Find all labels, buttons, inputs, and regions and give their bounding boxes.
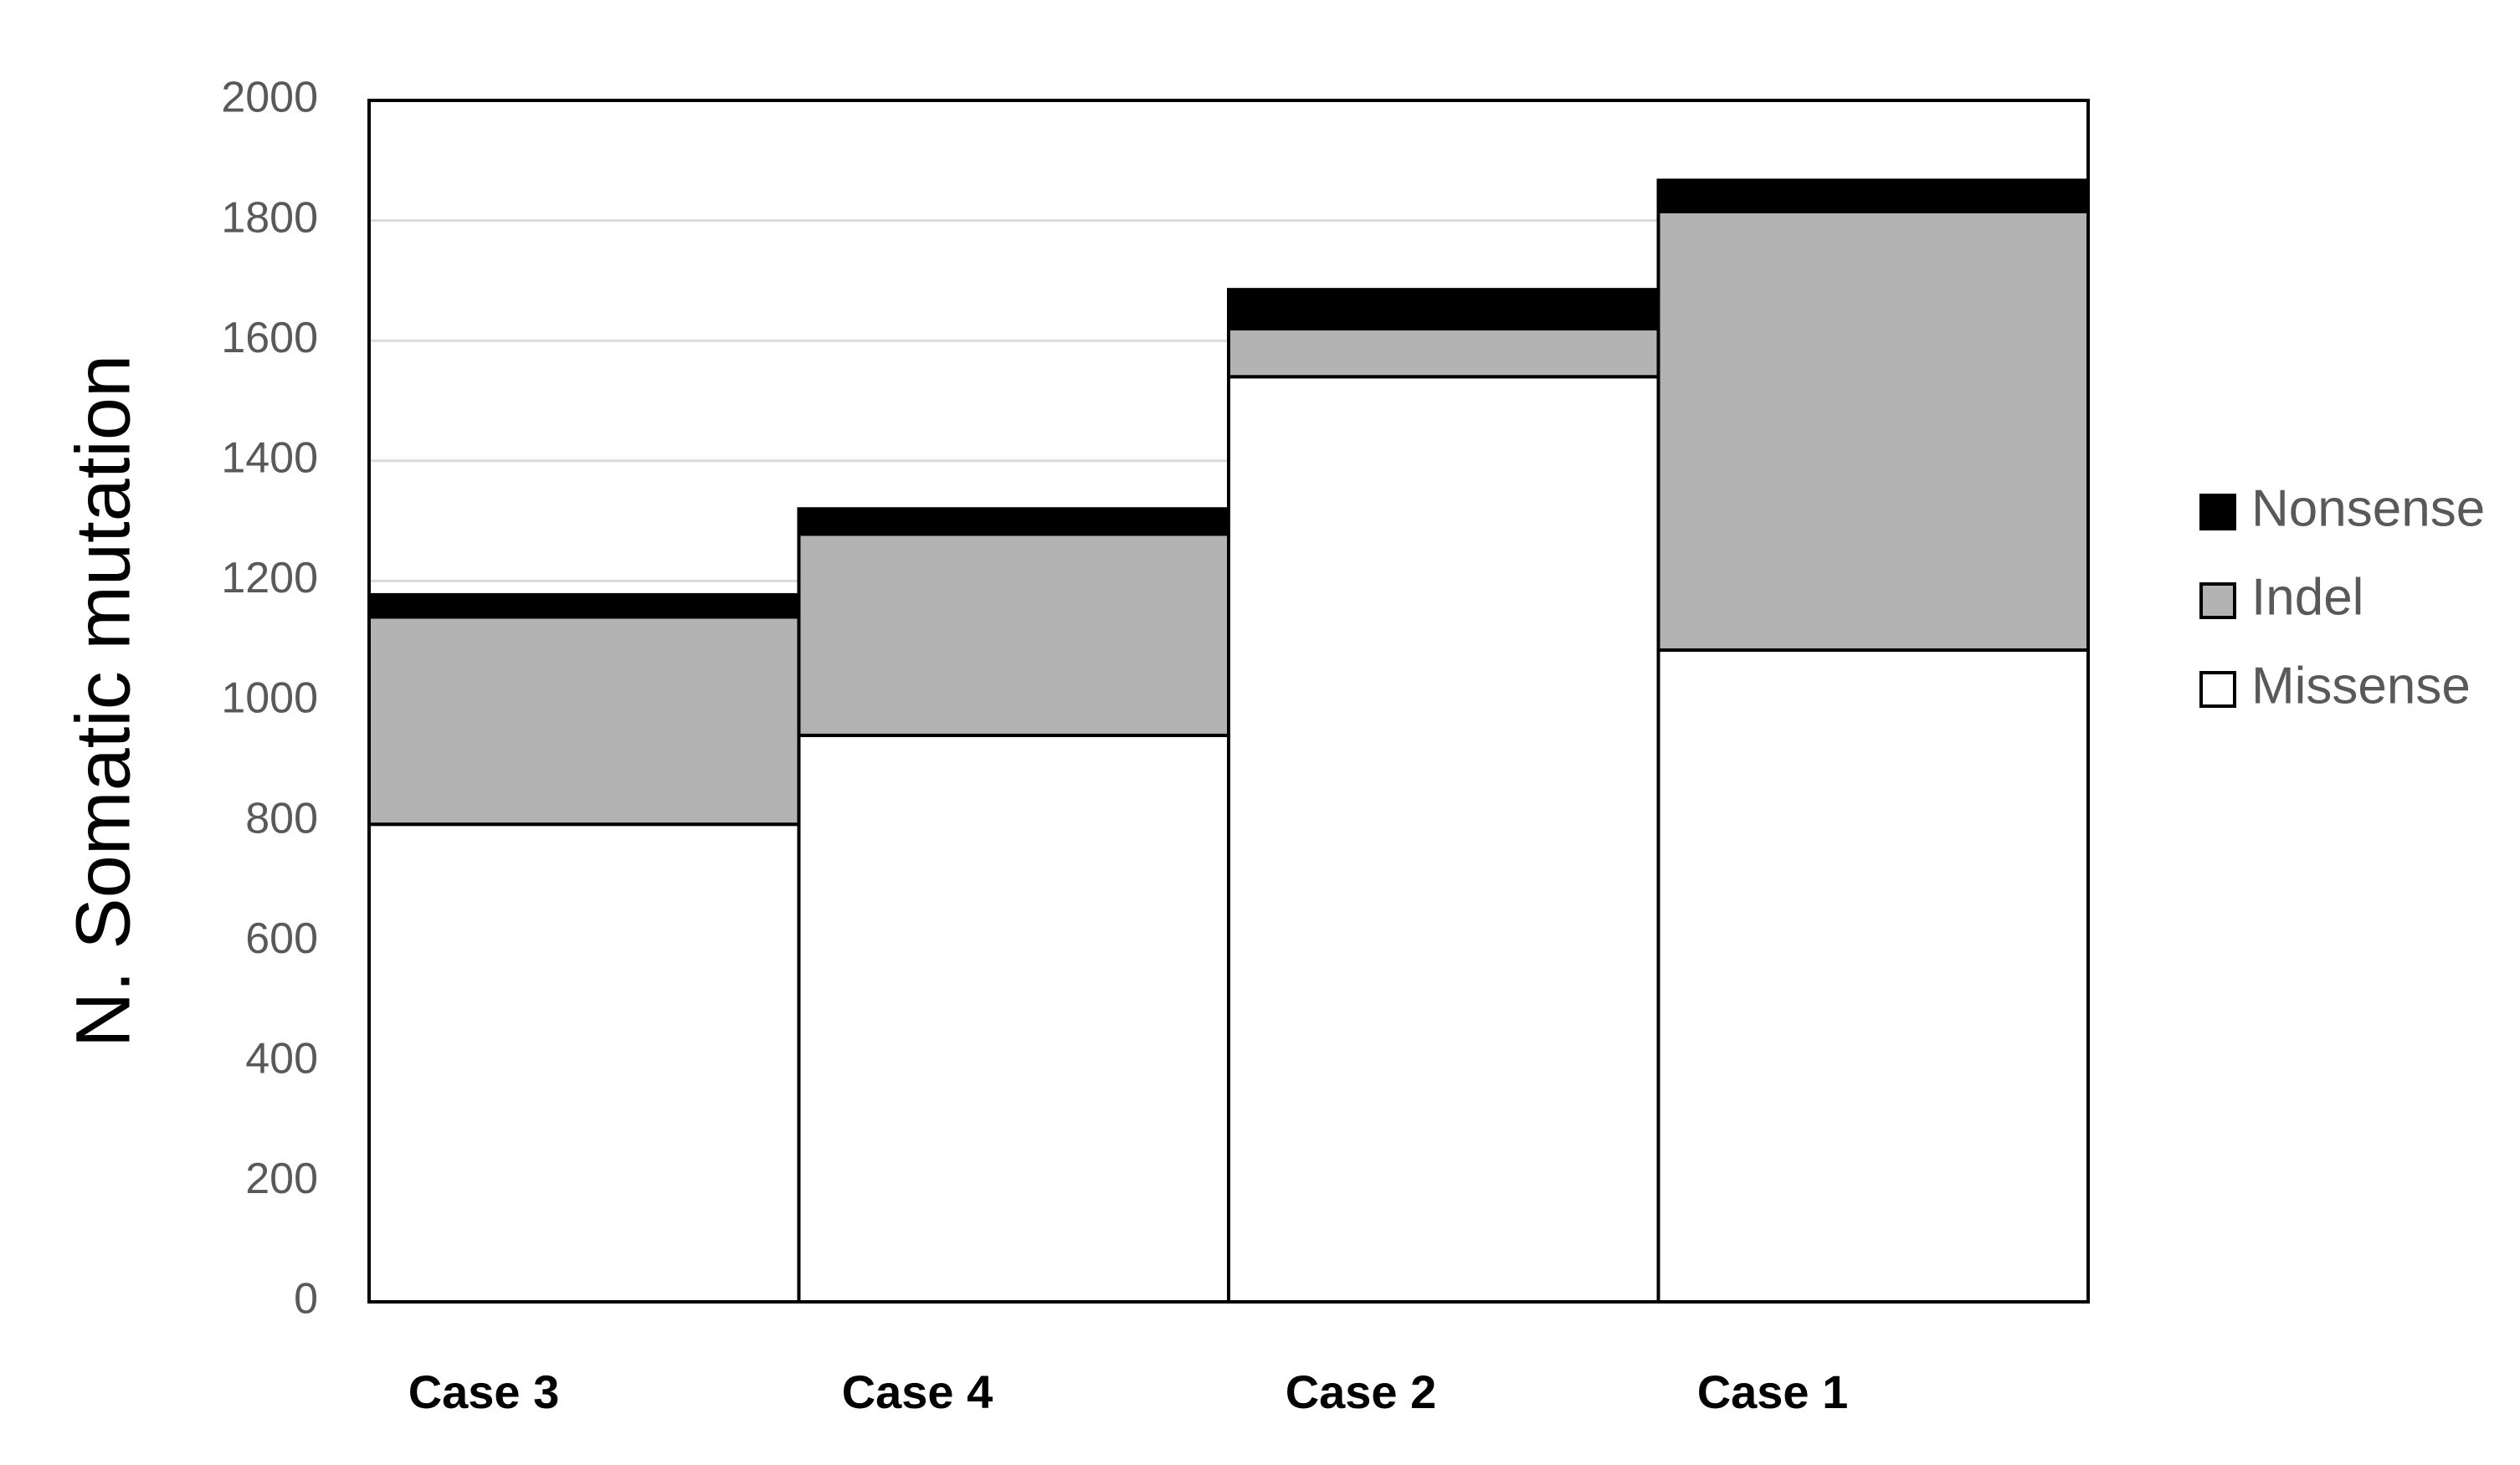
x-category-label: Case 1	[1697, 1365, 1849, 1418]
bar-segment-nonsense	[367, 592, 801, 619]
bar-segment-missense	[1656, 648, 2090, 1304]
legend-swatch-indel	[2199, 582, 2236, 619]
bar-segment-missense	[367, 822, 801, 1304]
y-tick-label: 1600	[221, 314, 318, 362]
bar-segment-missense	[797, 733, 1230, 1304]
legend-label-indel: Indel	[2251, 568, 2363, 626]
bar-segment-indel	[797, 532, 1230, 737]
y-axis-ticks: 0 200 400 600 800 1000 1200 1400 1600 1800 2000	[221, 74, 318, 1324]
legend: Nonsense Indel Missense	[2199, 479, 2485, 715]
y-tick-label: 2000	[221, 74, 318, 122]
x-category-label: Case 2	[1286, 1365, 1437, 1418]
y-tick-label: 1800	[221, 193, 318, 242]
bar-segment-indel	[1227, 326, 1660, 379]
y-tick-label: 600	[245, 914, 318, 963]
bar-segment-nonsense	[1227, 288, 1660, 330]
bar-segment-nonsense	[797, 507, 1230, 536]
y-tick-label: 0	[294, 1275, 318, 1324]
x-category-label: Case 4	[842, 1365, 993, 1418]
legend-label-missense: Missense	[2251, 657, 2471, 715]
bar-segment-missense	[1227, 375, 1660, 1304]
legend-label-nonsense: Nonsense	[2251, 479, 2485, 537]
y-tick-label: 800	[245, 794, 318, 843]
bar-segment-nonsense	[1656, 178, 2090, 213]
legend-swatch-missense	[2199, 671, 2236, 708]
x-category-label: Case 3	[408, 1365, 560, 1418]
legend-swatch-nonsense	[2199, 494, 2236, 530]
y-tick-label: 200	[245, 1155, 318, 1203]
y-tick-label: 1200	[221, 554, 318, 602]
plot-frame	[367, 99, 2090, 1304]
x-axis-categories: Case 3 Case 4 Case 2 Case 1	[408, 1365, 1849, 1418]
bars	[367, 178, 2090, 1304]
y-tick-label: 1400	[221, 434, 318, 483]
y-axis-label: N. Somatic mutation	[60, 355, 146, 1048]
y-tick-label: 400	[245, 1035, 318, 1083]
bar-segment-indel	[1656, 209, 2090, 652]
bar-segment-indel	[367, 615, 801, 827]
y-tick-label: 1000	[221, 674, 318, 723]
